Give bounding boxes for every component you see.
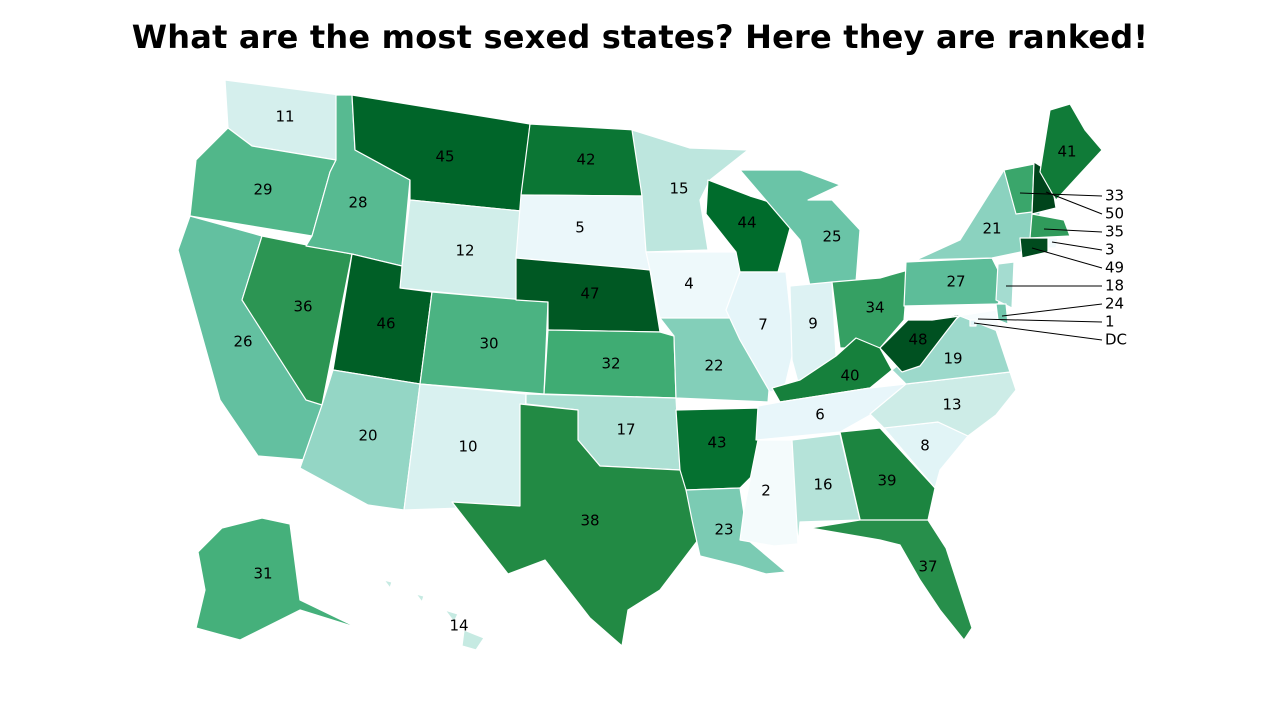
state-rank-label-or: 29	[253, 181, 272, 199]
state-rank-label-ak: 31	[253, 565, 272, 583]
state-la	[685, 487, 787, 575]
map-title: What are the most sexed states? Here the…	[131, 18, 1149, 56]
callout-leader-line	[1043, 228, 1103, 233]
state-rank-label-ca: 26	[233, 333, 252, 351]
state-wv	[879, 313, 961, 373]
state-nj	[995, 261, 1015, 309]
state-rank-label-tx: 38	[580, 512, 599, 530]
state-md	[931, 309, 1001, 333]
callout-label: 35	[1105, 223, 1124, 241]
state-dc	[969, 319, 977, 327]
state-al	[791, 433, 861, 545]
state-rank-label-ia: 4	[684, 275, 694, 293]
state-rank-label-ms: 2	[761, 482, 771, 500]
callout-leader-line	[973, 322, 1103, 341]
state-rank-label-co: 30	[479, 335, 498, 353]
state-rank-label-il: 7	[758, 316, 768, 334]
state-rank-label-ks: 32	[601, 355, 620, 373]
state-rank-label-nc: 13	[942, 396, 961, 414]
state-ma	[1029, 213, 1071, 239]
state-rank-label-nv: 36	[293, 298, 312, 316]
state-rank-label-al: 16	[813, 476, 832, 494]
state-oh	[831, 269, 909, 349]
state-rank-label-mt: 45	[435, 148, 454, 166]
state-mn	[631, 129, 749, 253]
state-rank-label-ut: 46	[376, 315, 395, 333]
state-ak	[195, 517, 359, 641]
callout-label: 24	[1105, 295, 1124, 313]
state-rank-label-ky: 40	[840, 367, 859, 385]
state-rank-label-la: 23	[714, 521, 733, 539]
state-rank-label-wy: 12	[455, 242, 474, 260]
state-rank-label-nd: 42	[576, 151, 595, 169]
callout-label: 33	[1105, 187, 1124, 205]
state-rank-label-wv: 48	[908, 331, 927, 349]
state-rank-label-in: 9	[808, 315, 818, 333]
state-hi	[383, 579, 485, 651]
state-rank-label-oh: 34	[865, 299, 884, 317]
state-fl	[809, 519, 973, 641]
callout-label: 3	[1105, 241, 1115, 259]
state-rank-label-pa: 27	[946, 273, 965, 291]
callout-label: 1	[1105, 313, 1115, 331]
state-rank-label-mi: 25	[822, 228, 841, 246]
callout-label: 49	[1105, 259, 1124, 277]
state-rank-label-wa: 11	[275, 108, 294, 126]
state-rank-label-az: 20	[358, 427, 377, 445]
state-me	[1039, 103, 1103, 201]
state-mi	[739, 169, 861, 287]
state-rank-label-ar: 43	[707, 434, 726, 452]
state-ct	[1019, 237, 1049, 259]
state-rank-label-sc: 8	[920, 437, 930, 455]
callout-leader-line	[977, 318, 1103, 323]
callout-label: 18	[1105, 277, 1124, 295]
state-rank-label-ny: 21	[982, 220, 1001, 238]
state-rank-label-mn: 15	[669, 180, 688, 198]
callout-leader-line	[1001, 303, 1103, 317]
state-rank-label-mo: 22	[704, 357, 723, 375]
state-rank-label-nm: 10	[458, 438, 477, 456]
state-rank-label-id: 28	[348, 194, 367, 212]
callout-leader-line	[1045, 191, 1103, 215]
state-rank-label-fl: 37	[918, 558, 937, 576]
state-tx	[451, 403, 699, 647]
callout-leader-line	[1019, 192, 1103, 197]
state-rank-label-ga: 39	[877, 472, 896, 490]
callout-label: DC	[1105, 331, 1127, 349]
state-rank-label-wi: 44	[737, 214, 756, 232]
state-rank-label-tn: 6	[815, 406, 825, 424]
state-rank-label-me: 41	[1057, 143, 1076, 161]
state-rank-label-sd: 5	[575, 219, 585, 237]
callout-leader-line	[1051, 241, 1103, 251]
state-ga	[839, 427, 936, 529]
state-rank-label-ok: 17	[616, 421, 635, 439]
callout-label: 50	[1105, 205, 1124, 223]
state-rank-label-hi: 14	[449, 617, 468, 635]
state-rank-label-ne: 47	[580, 285, 599, 303]
callout-leader-line	[1031, 247, 1103, 269]
state-rank-label-va: 19	[943, 350, 962, 368]
